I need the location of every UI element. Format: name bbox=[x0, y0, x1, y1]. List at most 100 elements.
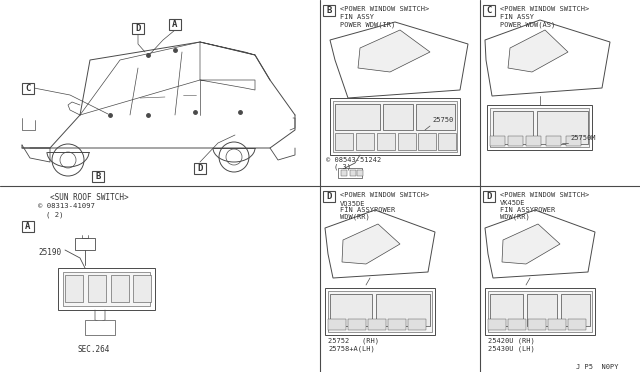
Text: C: C bbox=[26, 84, 31, 93]
Text: 25420U (RH): 25420U (RH) bbox=[488, 337, 535, 343]
Text: POWER WDW(AS): POWER WDW(AS) bbox=[500, 21, 556, 28]
Text: 25190: 25190 bbox=[38, 248, 61, 257]
Text: FIN ASSY: FIN ASSY bbox=[500, 14, 534, 20]
Polygon shape bbox=[490, 294, 523, 326]
FancyBboxPatch shape bbox=[169, 19, 181, 30]
Text: <POWER WINDOW SWITCH>: <POWER WINDOW SWITCH> bbox=[340, 192, 429, 198]
Polygon shape bbox=[566, 136, 581, 146]
Polygon shape bbox=[88, 275, 106, 302]
Text: ( 3): ( 3) bbox=[334, 164, 351, 170]
Polygon shape bbox=[561, 294, 590, 326]
Polygon shape bbox=[548, 319, 566, 330]
Text: © 08543-51242: © 08543-51242 bbox=[326, 157, 381, 163]
Polygon shape bbox=[383, 104, 413, 130]
Polygon shape bbox=[490, 136, 505, 146]
Polygon shape bbox=[350, 170, 356, 176]
Polygon shape bbox=[485, 288, 595, 335]
Polygon shape bbox=[508, 30, 568, 72]
Text: FIN ASSYPOWER: FIN ASSYPOWER bbox=[500, 207, 556, 213]
Text: FIN ASSYPOWER: FIN ASSYPOWER bbox=[340, 207, 396, 213]
Polygon shape bbox=[358, 30, 430, 72]
Polygon shape bbox=[502, 224, 560, 264]
Polygon shape bbox=[335, 133, 353, 150]
Text: <SUN ROOF SWITCH>: <SUN ROOF SWITCH> bbox=[50, 193, 129, 202]
Polygon shape bbox=[416, 104, 455, 130]
Text: VK45DE: VK45DE bbox=[500, 200, 525, 206]
Text: POWER WDW(IR): POWER WDW(IR) bbox=[340, 21, 396, 28]
Polygon shape bbox=[325, 210, 435, 278]
Polygon shape bbox=[488, 291, 592, 332]
FancyBboxPatch shape bbox=[483, 5, 495, 16]
Polygon shape bbox=[330, 98, 460, 155]
Polygon shape bbox=[527, 294, 557, 326]
Text: A: A bbox=[172, 20, 178, 29]
Text: <POWER WINDOW SWITCH>: <POWER WINDOW SWITCH> bbox=[500, 192, 589, 198]
FancyBboxPatch shape bbox=[22, 83, 34, 94]
Polygon shape bbox=[335, 104, 380, 130]
Text: D: D bbox=[197, 164, 203, 173]
Polygon shape bbox=[508, 136, 523, 146]
FancyBboxPatch shape bbox=[323, 5, 335, 16]
Polygon shape bbox=[357, 170, 363, 176]
Polygon shape bbox=[85, 320, 115, 335]
Text: B: B bbox=[326, 6, 332, 15]
Text: J P5  N0PY: J P5 N0PY bbox=[575, 364, 618, 370]
Polygon shape bbox=[111, 275, 129, 302]
Polygon shape bbox=[493, 111, 533, 144]
FancyBboxPatch shape bbox=[323, 191, 335, 202]
Text: <POWER WINDOW SWITCH>: <POWER WINDOW SWITCH> bbox=[340, 6, 429, 12]
Text: 25430U (LH): 25430U (LH) bbox=[488, 345, 535, 352]
Polygon shape bbox=[328, 291, 432, 332]
FancyBboxPatch shape bbox=[22, 221, 34, 232]
Polygon shape bbox=[133, 275, 151, 302]
Polygon shape bbox=[546, 136, 561, 146]
Polygon shape bbox=[325, 288, 435, 335]
Text: 25750: 25750 bbox=[432, 117, 453, 123]
Polygon shape bbox=[398, 133, 416, 150]
Polygon shape bbox=[356, 133, 374, 150]
Text: D: D bbox=[486, 192, 492, 201]
Polygon shape bbox=[330, 294, 372, 326]
FancyBboxPatch shape bbox=[132, 23, 144, 34]
Text: <POWER WINDOW SWITCH>: <POWER WINDOW SWITCH> bbox=[500, 6, 589, 12]
Polygon shape bbox=[485, 210, 595, 278]
Polygon shape bbox=[328, 319, 346, 330]
Polygon shape bbox=[488, 319, 506, 330]
Text: B: B bbox=[95, 172, 100, 181]
Text: © 08313-41097: © 08313-41097 bbox=[38, 203, 95, 209]
Polygon shape bbox=[333, 101, 457, 152]
Polygon shape bbox=[487, 105, 592, 150]
Polygon shape bbox=[338, 168, 362, 178]
Polygon shape bbox=[508, 319, 526, 330]
Polygon shape bbox=[537, 111, 588, 144]
Text: A: A bbox=[26, 222, 31, 231]
Polygon shape bbox=[377, 133, 395, 150]
FancyBboxPatch shape bbox=[194, 163, 206, 174]
Text: D: D bbox=[135, 24, 141, 33]
Polygon shape bbox=[348, 319, 366, 330]
Polygon shape bbox=[65, 275, 83, 302]
Text: VQ35DE: VQ35DE bbox=[340, 200, 365, 206]
Text: 25752   (RH): 25752 (RH) bbox=[328, 337, 379, 343]
FancyBboxPatch shape bbox=[92, 171, 104, 182]
Polygon shape bbox=[75, 238, 95, 250]
FancyBboxPatch shape bbox=[483, 191, 495, 202]
Polygon shape bbox=[342, 224, 400, 264]
Polygon shape bbox=[330, 22, 468, 98]
Polygon shape bbox=[341, 170, 347, 176]
Polygon shape bbox=[438, 133, 456, 150]
Polygon shape bbox=[368, 319, 386, 330]
Polygon shape bbox=[485, 20, 610, 96]
Polygon shape bbox=[376, 294, 430, 326]
Text: 25758+A(LH): 25758+A(LH) bbox=[328, 345, 375, 352]
Polygon shape bbox=[418, 133, 436, 150]
Polygon shape bbox=[63, 272, 150, 306]
Polygon shape bbox=[526, 136, 541, 146]
Text: WDW(RR): WDW(RR) bbox=[500, 214, 530, 221]
Text: FIN ASSY: FIN ASSY bbox=[340, 14, 374, 20]
Polygon shape bbox=[528, 319, 546, 330]
Text: 25750M: 25750M bbox=[570, 135, 595, 141]
Text: D: D bbox=[326, 192, 332, 201]
Polygon shape bbox=[408, 319, 426, 330]
Polygon shape bbox=[568, 319, 586, 330]
